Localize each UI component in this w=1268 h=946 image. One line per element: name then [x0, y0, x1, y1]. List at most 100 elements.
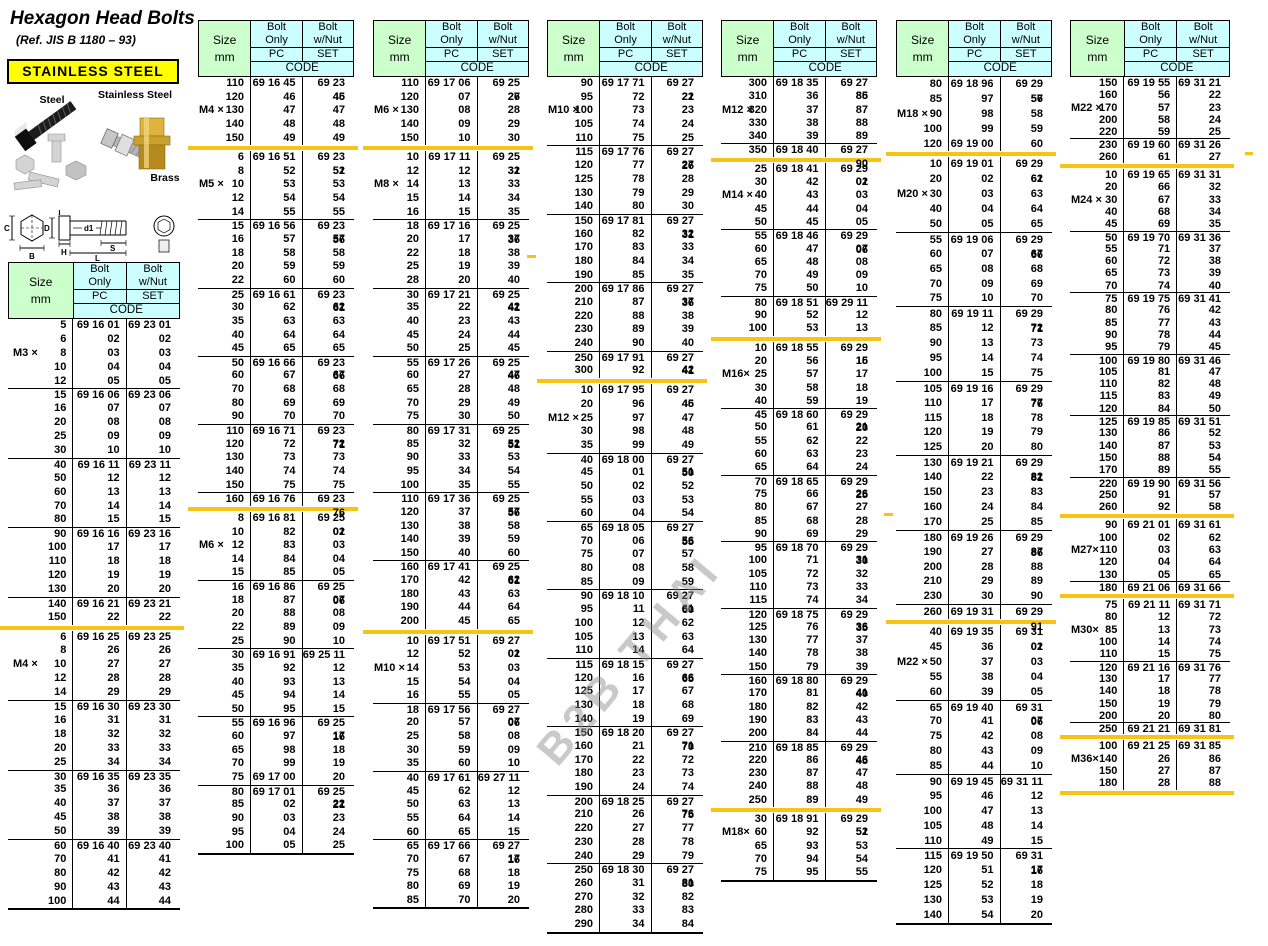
bolt-wnut-code: 48 [1208, 378, 1221, 391]
bolt-only-code: 64 [426, 811, 478, 826]
table-row: 40 69 16 11 69 23 11 [8, 457, 180, 472]
size-value: 70 [54, 852, 67, 865]
bolt-wnut-code: 69 23 06 [128, 389, 171, 402]
bolt-only-code: 69 18 00 [600, 453, 652, 467]
size-cell: 90 [373, 451, 427, 465]
size-cell: 100 [8, 541, 74, 556]
size-value: 10 [929, 158, 943, 171]
size-value: 55 [754, 230, 768, 243]
bolt-only-code: 70 [251, 410, 303, 425]
size-value: 140 [748, 647, 768, 660]
bolt-only-code: 69 17 95 [600, 384, 652, 398]
bolt-only-code: 69 [251, 396, 303, 411]
bolt-wnut-code: 58 [681, 562, 694, 575]
size-value: 200 [1099, 113, 1118, 126]
size-cell: 70 [721, 475, 775, 488]
bolt-wnut-code: 70 [332, 410, 345, 423]
table-row: 14 29 29 [8, 686, 180, 701]
table-row: 90 78 44 [1070, 328, 1230, 342]
size-value: 65 [1105, 267, 1118, 280]
size-value: 250 [1099, 488, 1118, 501]
size-cell: 16 [198, 233, 252, 247]
size-value: 350 [748, 144, 768, 157]
size-prefix: M5 × [199, 178, 224, 191]
bolt-wnut-code: 54 [507, 464, 520, 477]
size-value: 105 [923, 819, 943, 832]
bolt-only-code: 69 17 66 [426, 840, 478, 853]
size-cell: 100 [547, 616, 601, 631]
bolt-only-code: 69 17 51 [426, 634, 478, 649]
bolt-wnut-code: 69 27 41 [666, 351, 694, 378]
bolt-wnut-code: 57 [507, 505, 520, 518]
size-cell: 140 [198, 117, 252, 132]
bolt-wnut-code: 69 23 45 [317, 77, 345, 103]
size-value: 60 [754, 242, 768, 255]
size-cell: 160 [1070, 89, 1125, 102]
size-cell: 105 [547, 630, 601, 645]
size-value: 18 [406, 220, 420, 233]
size-value: 120 [400, 90, 420, 103]
bolt-only-code: 82 [774, 700, 826, 714]
bolt-wnut-code: 69 25 31 [492, 151, 520, 177]
size-cell: 170 [721, 687, 775, 701]
bolt-only-code: 08 [600, 562, 652, 576]
size-cell: M18× 60 [721, 826, 775, 840]
size-cell: 110 [1070, 378, 1125, 391]
size-cell: 50 [721, 421, 775, 435]
size-cell: 230 [1070, 139, 1125, 151]
bolt-only-code: 24 [426, 328, 478, 343]
bolt-wnut-code: 34 [681, 254, 694, 267]
table-row: 130 18 68 [547, 698, 703, 713]
size-cell: 10 [8, 360, 74, 375]
table-row: 170 25 85 [896, 514, 1052, 530]
bolt-wnut-code: 33 [158, 741, 171, 754]
bolt-only-code: 69 18 35 [774, 77, 826, 91]
table-row: 60 69 16 40 69 23 40 [8, 838, 180, 853]
dim-d-label: D [44, 224, 50, 233]
bolt-only-code: 17 [600, 685, 652, 699]
size-value: 120 [225, 90, 245, 103]
table-row: 210 69 18 85 69 29 45 [721, 740, 877, 767]
size-value: 50 [929, 218, 943, 231]
bolt-only-code: 72 [1124, 255, 1178, 268]
size-cell: 40 [8, 458, 74, 472]
bolt-wnut-code: 82 [1030, 471, 1043, 484]
table-row: 90 69 19 45 69 31 11 [896, 773, 1052, 789]
size-section: 90 69 21 01 69 31 61 100 02 62 M27× 110 03 63 120 0… [1070, 519, 1230, 594]
table-row: 160 69 16 76 69 23 76 [198, 492, 354, 519]
bolt-wnut-code: 69 27 90 [840, 144, 868, 170]
size-value: 14 [54, 686, 67, 699]
size-cell: 22 [198, 273, 252, 288]
size-value: 30 [929, 188, 943, 201]
bolt-only-code: 69 18 91 [774, 813, 826, 827]
table-row: 60 97 17 [198, 730, 354, 744]
table-row: 140 87 53 [1070, 439, 1230, 452]
bolt-wnut-code: 78 [1030, 411, 1043, 424]
bolt-only-code: 44 [73, 894, 127, 909]
size-cell: 16 [8, 402, 74, 417]
size-value: 45 [406, 784, 420, 797]
bolt-wnut-code: 53 [332, 178, 345, 191]
bolt-only-code: 13 [426, 178, 478, 193]
size-value: 6 [60, 630, 67, 643]
size-cell: 40 [896, 202, 950, 218]
size-value: 50 [754, 421, 768, 434]
bolt-only-code: 04 [1124, 556, 1178, 569]
bolt-only-code: 99 [251, 757, 303, 772]
bolt-only-code: 10 [73, 444, 127, 458]
size-cell: 85 [896, 321, 950, 337]
bolt-wnut-code: 69 29 51 [840, 813, 868, 839]
table-row: 150 69 19 55 69 31 21 [1070, 77, 1230, 90]
table-row: 260 69 19 31 69 29 91 [896, 604, 1052, 633]
bolt-wnut-code: 03 [1030, 655, 1043, 668]
table-row: 70 09 69 [896, 276, 1052, 292]
table-row: 125 17 67 [547, 685, 703, 699]
size-value: 40 [929, 626, 943, 639]
bolt-wnut-code: 69 31 46 [1178, 354, 1221, 367]
size-value: 12 [231, 192, 245, 205]
bolt-only-code: 69 18 55 [774, 341, 826, 355]
bolt-only-code: 69 19 21 [949, 456, 1001, 471]
bolt-wnut-code: 05 [855, 215, 868, 228]
size-value: 40 [54, 458, 67, 471]
size-value: 100 [574, 616, 594, 629]
